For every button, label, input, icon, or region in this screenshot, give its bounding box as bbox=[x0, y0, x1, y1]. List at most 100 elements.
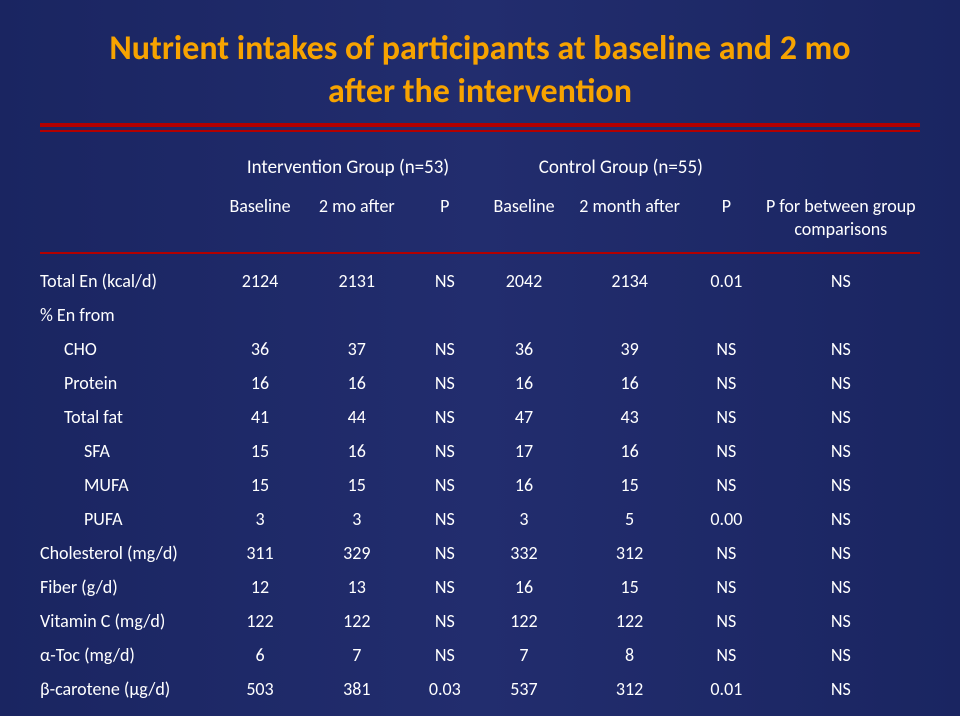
cell: 0.01 bbox=[691, 264, 761, 298]
cell: 15 bbox=[216, 434, 304, 468]
table-row: α-Toc (mg/d)67NS78NSNS bbox=[40, 638, 920, 672]
cell: 16 bbox=[304, 434, 410, 468]
group-header-blank-end bbox=[762, 150, 920, 189]
cell: NS bbox=[410, 366, 480, 400]
row-label: CHO bbox=[40, 332, 216, 366]
cell: 3 bbox=[480, 502, 568, 536]
subhead-p-b: P bbox=[691, 189, 761, 248]
subhead-after-a: 2 mo after bbox=[304, 189, 410, 248]
table-row: Cholesterol (mg/d)311329NS332312NSNS bbox=[40, 536, 920, 570]
slide-title: Nutrient intakes of participants at base… bbox=[40, 28, 920, 113]
group-header-intervention: Intervention Group (n=53) bbox=[216, 150, 480, 189]
row-label: Total fat bbox=[40, 400, 216, 434]
table-row: % En from bbox=[40, 298, 920, 332]
cell: 8 bbox=[568, 638, 691, 672]
cell: NS bbox=[762, 434, 920, 468]
cell: NS bbox=[691, 638, 761, 672]
cell: NS bbox=[762, 366, 920, 400]
cell: NS bbox=[410, 570, 480, 604]
row-label: Vitamin C (mg/d) bbox=[40, 604, 216, 638]
cell: 2124 bbox=[216, 264, 304, 298]
cell: 44 bbox=[304, 400, 410, 434]
cell: 36 bbox=[480, 332, 568, 366]
cell: 122 bbox=[216, 604, 304, 638]
cell: NS bbox=[691, 604, 761, 638]
cell: 0.03 bbox=[410, 672, 480, 706]
cell: 0.01 bbox=[691, 672, 761, 706]
cell: 37 bbox=[304, 332, 410, 366]
cell: 39 bbox=[568, 332, 691, 366]
table-row: PUFA33NS350.00NS bbox=[40, 502, 920, 536]
cell: NS bbox=[410, 434, 480, 468]
cell bbox=[691, 298, 761, 332]
cell: 3 bbox=[304, 502, 410, 536]
cell: 41 bbox=[216, 400, 304, 434]
cell bbox=[568, 298, 691, 332]
table-row: MUFA1515NS1615NSNS bbox=[40, 468, 920, 502]
cell: 0.00 bbox=[691, 502, 761, 536]
cell: NS bbox=[762, 400, 920, 434]
cell: NS bbox=[762, 536, 920, 570]
cell bbox=[762, 298, 920, 332]
cell: NS bbox=[762, 570, 920, 604]
cell: 16 bbox=[568, 434, 691, 468]
cell: NS bbox=[762, 468, 920, 502]
table-row: β-carotene (μg/d)5033810.035373120.01NS bbox=[40, 672, 920, 706]
group-header-row: Intervention Group (n=53) Control Group … bbox=[40, 150, 920, 189]
row-label: Fiber (g/d) bbox=[40, 570, 216, 604]
cell: NS bbox=[691, 400, 761, 434]
cell: NS bbox=[691, 570, 761, 604]
subhead-baseline-a: Baseline bbox=[216, 189, 304, 248]
cell bbox=[410, 298, 480, 332]
table-row: CHO3637NS3639NSNS bbox=[40, 332, 920, 366]
cell: 2042 bbox=[480, 264, 568, 298]
cell: NS bbox=[410, 400, 480, 434]
row-label: Protein bbox=[40, 366, 216, 400]
row-label: PUFA bbox=[40, 502, 216, 536]
cell: 312 bbox=[568, 672, 691, 706]
slide: Nutrient intakes of participants at base… bbox=[0, 0, 960, 716]
cell: NS bbox=[691, 536, 761, 570]
cell: 16 bbox=[304, 366, 410, 400]
row-label: MUFA bbox=[40, 468, 216, 502]
cell bbox=[480, 298, 568, 332]
subhead-after-b: 2 month after bbox=[568, 189, 691, 248]
cell: NS bbox=[410, 332, 480, 366]
cell: NS bbox=[691, 468, 761, 502]
cell: 122 bbox=[568, 604, 691, 638]
row-label: β-carotene (μg/d) bbox=[40, 672, 216, 706]
cell: 17 bbox=[480, 434, 568, 468]
cell: NS bbox=[410, 468, 480, 502]
cell: 16 bbox=[480, 468, 568, 502]
cell bbox=[216, 298, 304, 332]
table-row: Fiber (g/d)1213NS1615NSNS bbox=[40, 570, 920, 604]
row-label: Total En (kcal/d) bbox=[40, 264, 216, 298]
subhead-blank bbox=[40, 189, 216, 248]
header-rule bbox=[40, 252, 920, 254]
sub-header-row: Baseline 2 mo after P Baseline 2 month a… bbox=[40, 189, 920, 248]
table-row: Vitamin C (mg/d)122122NS122122NSNS bbox=[40, 604, 920, 638]
cell: 7 bbox=[304, 638, 410, 672]
cell: NS bbox=[691, 366, 761, 400]
cell: 2131 bbox=[304, 264, 410, 298]
row-label: Cholesterol (mg/d) bbox=[40, 536, 216, 570]
cell: NS bbox=[762, 672, 920, 706]
title-line-1: Nutrient intakes of participants at base… bbox=[109, 28, 850, 69]
cell: NS bbox=[410, 604, 480, 638]
cell: 36 bbox=[216, 332, 304, 366]
table-row: SFA1516NS1716NSNS bbox=[40, 434, 920, 468]
cell bbox=[304, 298, 410, 332]
cell: 43 bbox=[568, 400, 691, 434]
cell: 12 bbox=[216, 570, 304, 604]
cell: NS bbox=[691, 434, 761, 468]
cell: NS bbox=[762, 638, 920, 672]
cell: 7 bbox=[480, 638, 568, 672]
cell: 2134 bbox=[568, 264, 691, 298]
cell: NS bbox=[762, 604, 920, 638]
cell: NS bbox=[762, 332, 920, 366]
cell: 13 bbox=[304, 570, 410, 604]
cell: NS bbox=[410, 638, 480, 672]
cell: 122 bbox=[480, 604, 568, 638]
cell: 381 bbox=[304, 672, 410, 706]
title-underline bbox=[40, 123, 920, 132]
